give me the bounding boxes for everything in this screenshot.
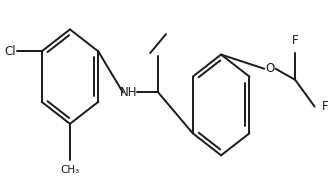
Text: NH: NH <box>120 86 137 99</box>
Text: O: O <box>265 62 275 75</box>
Text: F: F <box>322 100 328 113</box>
Text: F: F <box>292 34 298 47</box>
Text: Cl: Cl <box>4 45 16 58</box>
Text: CH₃: CH₃ <box>60 165 80 175</box>
